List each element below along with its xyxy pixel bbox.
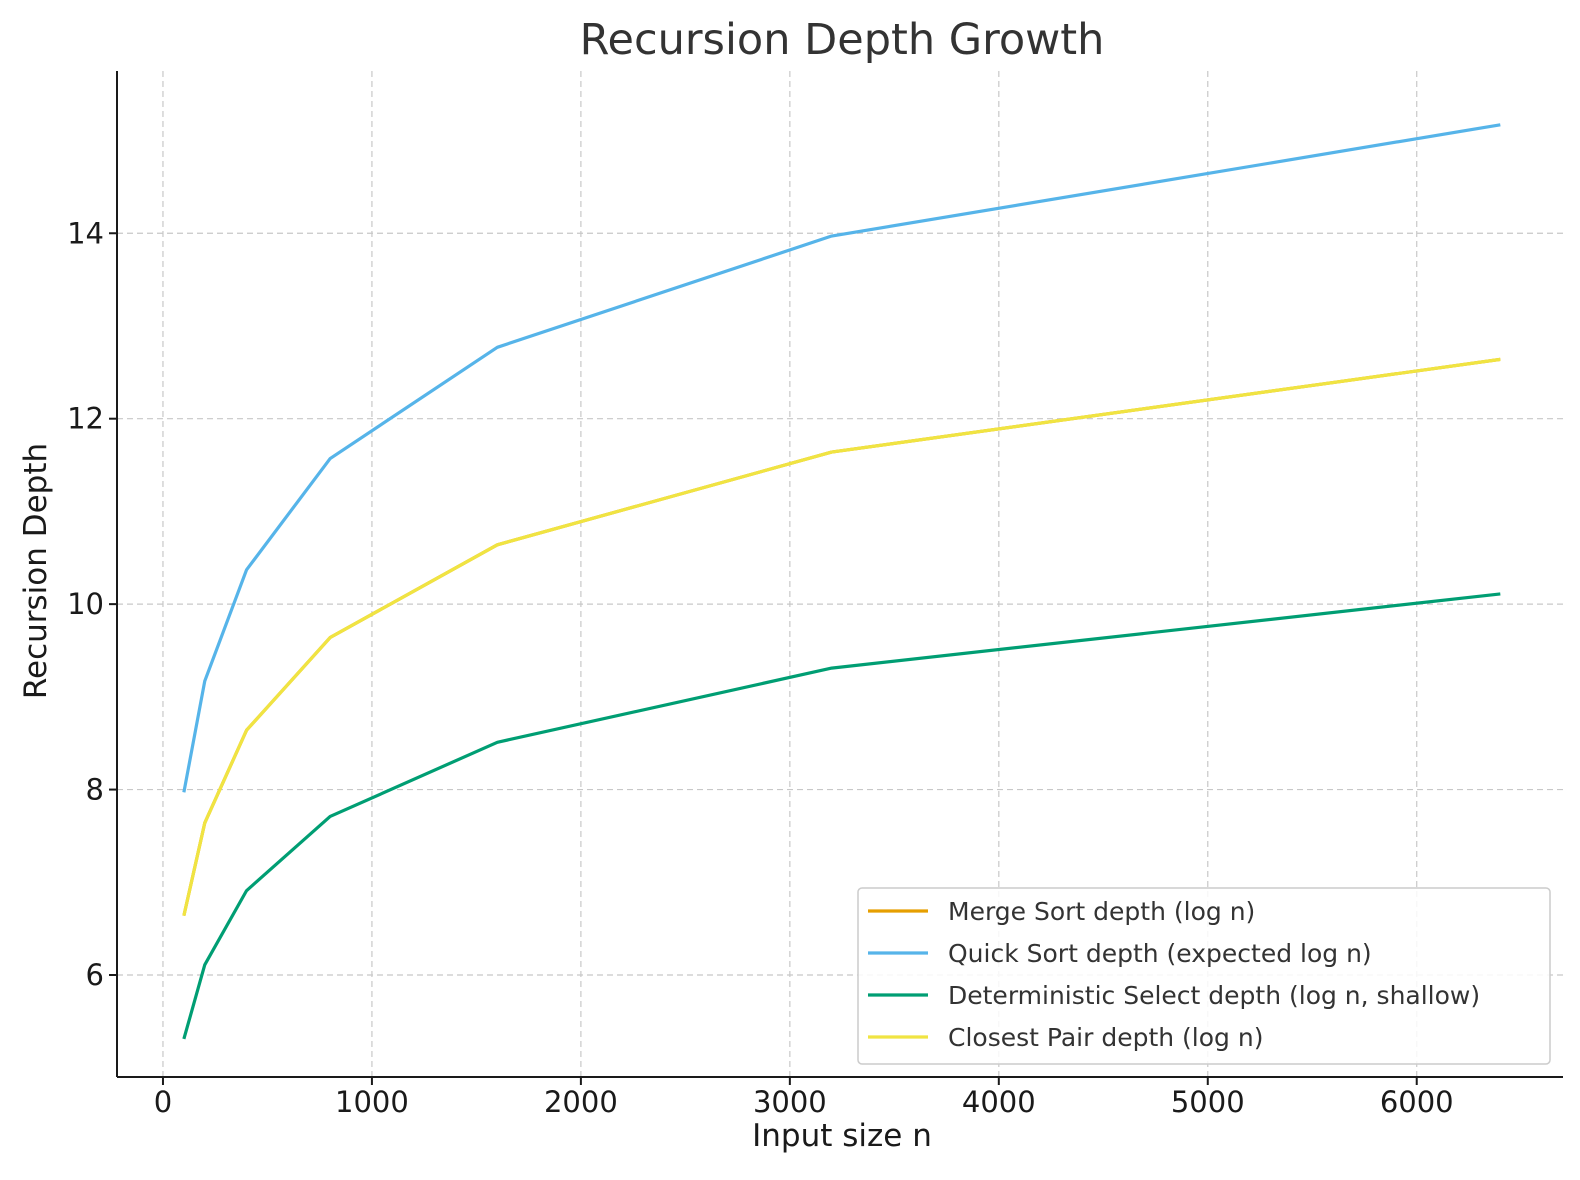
legend: Merge Sort depth (log n) Quick Sort depth… bbox=[857, 887, 1551, 1065]
y-tick-label: 12 bbox=[67, 402, 104, 436]
y-tick-label: 8 bbox=[86, 773, 104, 807]
series-line-deterministic-select-depth-log-n-shallow bbox=[182, 592, 1501, 1040]
legend-label: Merge Sort depth (log n) bbox=[948, 897, 1255, 926]
axes-layer: 0 1000 2000 3000 4000 5000 6000 6 8 10 12 14 bbox=[67, 71, 1563, 1119]
legend-frame bbox=[857, 887, 1551, 1065]
x-tick-label: 0 bbox=[154, 1085, 172, 1119]
x-tick-label: 5000 bbox=[1171, 1085, 1245, 1119]
y-axis-title: Recursion Depth bbox=[18, 443, 54, 699]
series-line-quick-sort-depth-expected-log-n bbox=[182, 123, 1501, 793]
x-tick-label: 3000 bbox=[753, 1085, 827, 1119]
legend-label: Deterministic Select depth (log n, shall… bbox=[948, 981, 1480, 1010]
x-axis-title: Input size n bbox=[752, 1118, 932, 1154]
legend-label: Quick Sort depth (expected log n) bbox=[948, 939, 1372, 968]
y-tick-label: 6 bbox=[86, 958, 104, 992]
series-line-closest-pair-depth-log-n bbox=[182, 357, 1501, 917]
y-tick-label: 10 bbox=[67, 587, 104, 621]
x-tick-label: 2000 bbox=[544, 1085, 618, 1119]
y-tick-label: 14 bbox=[67, 216, 104, 250]
series-layer bbox=[182, 123, 1501, 1040]
x-tick-label: 6000 bbox=[1380, 1085, 1454, 1119]
legend-label: Closest Pair depth (log n) bbox=[948, 1023, 1263, 1052]
chart-title: Recursion Depth Growth bbox=[580, 15, 1105, 65]
x-tick-label: 1000 bbox=[335, 1085, 409, 1119]
x-tick-label: 4000 bbox=[962, 1085, 1036, 1119]
